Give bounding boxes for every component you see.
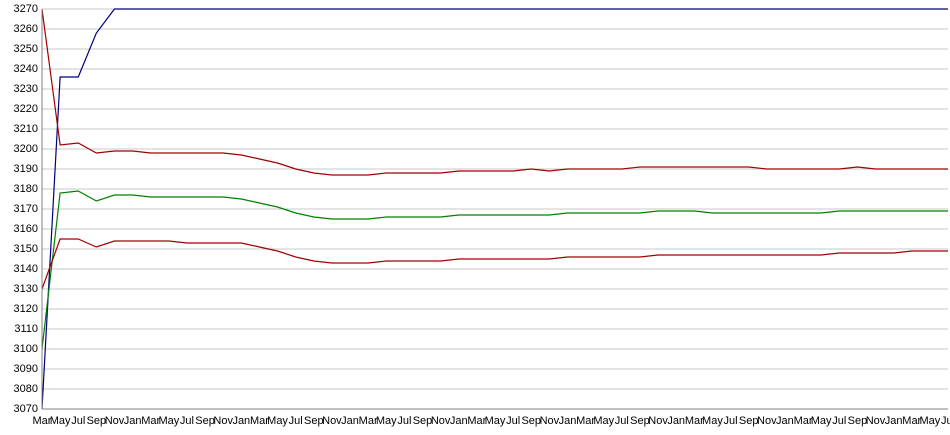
x-tick-label: Sep xyxy=(304,415,324,427)
x-tick-label: Jan xyxy=(776,415,794,427)
x-tick-label: Sep xyxy=(87,415,107,427)
x-tick-label: Nov xyxy=(213,415,233,427)
x-tick-label: Mar xyxy=(794,415,813,427)
series-line xyxy=(41,190,948,350)
x-tick-label: Mar xyxy=(359,415,378,427)
x-tick-label: May xyxy=(485,415,506,427)
x-tick-label: Jul xyxy=(615,415,629,427)
x-tick-label: Sep xyxy=(848,415,868,427)
y-tick-label: 3120 xyxy=(14,303,38,315)
x-tick-label: May xyxy=(158,415,179,427)
y-tick-label: 3140 xyxy=(14,263,38,275)
x-tick-label: Mar xyxy=(685,415,704,427)
x-tick-label: Nov xyxy=(105,415,125,427)
y-tick-label: 3260 xyxy=(14,23,38,35)
x-tick-label: Sep xyxy=(195,415,215,427)
y-tick-label: 3200 xyxy=(14,143,38,155)
x-tick-label: Jul xyxy=(289,415,303,427)
series-line xyxy=(41,238,948,290)
x-tick-label: Nov xyxy=(540,415,560,427)
x-tick-label: Sep xyxy=(739,415,759,427)
y-tick-label: 3240 xyxy=(14,63,38,75)
plot-layer xyxy=(41,8,948,410)
x-tick-label: Sep xyxy=(413,415,433,427)
x-tick-label: Jan xyxy=(341,415,359,427)
x-tick-label: Sep xyxy=(630,415,650,427)
x-tick-label: Jul xyxy=(941,415,950,427)
y-tick-label: 3080 xyxy=(14,383,38,395)
x-tick-label: May xyxy=(702,415,723,427)
x-tick-label: Jul xyxy=(506,415,520,427)
y-tick-label: 3110 xyxy=(14,323,38,335)
y-tick-label: 3150 xyxy=(14,243,38,255)
x-tick-label: Jan xyxy=(667,415,685,427)
x-tick-label: May xyxy=(50,415,71,427)
x-tick-label: May xyxy=(593,415,614,427)
x-tick-label: Jan xyxy=(885,415,903,427)
x-tick-label: May xyxy=(376,415,397,427)
x-tick-label: Sep xyxy=(521,415,541,427)
y-tick-label: 3270 xyxy=(14,3,38,15)
x-tick-label: Mar xyxy=(33,415,52,427)
x-tick-label: Mar xyxy=(467,415,486,427)
y-tick-label: 3190 xyxy=(14,163,38,175)
y-tick-label: 3170 xyxy=(14,203,38,215)
y-tick-label: 3230 xyxy=(14,83,38,95)
series-line xyxy=(41,8,948,410)
x-tick-label: Jul xyxy=(180,415,194,427)
y-tick-label: 3100 xyxy=(14,343,38,355)
y-tick-label: 3220 xyxy=(14,103,38,115)
x-tick-label: Nov xyxy=(757,415,777,427)
x-tick-label: Jul xyxy=(397,415,411,427)
x-tick-label: Jan xyxy=(232,415,250,427)
x-tick-label: Jan xyxy=(559,415,577,427)
x-tick-label: Nov xyxy=(866,415,886,427)
x-tick-label: Jul xyxy=(832,415,846,427)
series-line xyxy=(41,8,948,176)
x-tick-label: Nov xyxy=(431,415,451,427)
x-tick-label: Mar xyxy=(250,415,269,427)
y-tick-label: 3160 xyxy=(14,223,38,235)
y-tick-label: 3210 xyxy=(14,123,38,135)
y-tick-label: 3130 xyxy=(14,283,38,295)
x-tick-label: Mar xyxy=(576,415,595,427)
y-tick-label: 3070 xyxy=(14,403,38,415)
x-tick-label: Jul xyxy=(71,415,85,427)
grid-layer xyxy=(42,8,948,410)
x-tick-label: Jan xyxy=(450,415,468,427)
x-tick-label: May xyxy=(267,415,288,427)
y-tick-label: 3250 xyxy=(14,43,38,55)
x-tick-label: Nov xyxy=(648,415,668,427)
y-tick-label: 3180 xyxy=(14,183,38,195)
x-tick-label: May xyxy=(919,415,940,427)
x-tick-label: Jan xyxy=(124,415,142,427)
x-tick-label: Mar xyxy=(141,415,160,427)
x-tick-label: Jul xyxy=(724,415,738,427)
x-tick-label: Nov xyxy=(322,415,342,427)
y-tick-label: 3090 xyxy=(14,363,38,375)
x-tick-label: May xyxy=(811,415,832,427)
x-tick-label: Mar xyxy=(902,415,921,427)
